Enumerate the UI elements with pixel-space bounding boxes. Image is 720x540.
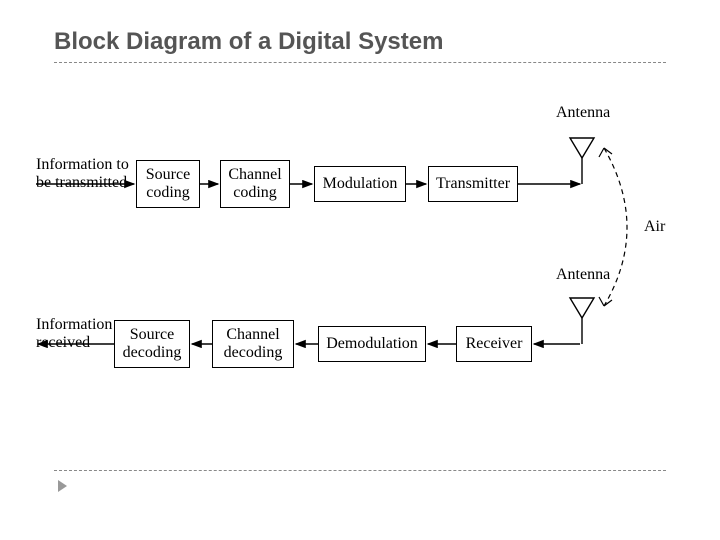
block-receiver: Receiver	[456, 326, 532, 362]
label-info-tx-l1: Information to	[36, 156, 129, 173]
label-info-rx-l1: Information	[36, 316, 112, 333]
label-info-tx: Information to be transmitted	[36, 156, 129, 193]
block-demodulation: Demodulation	[318, 326, 426, 362]
block-diagram: Information to be transmitted Informatio…	[36, 100, 684, 440]
slide-marker-icon	[58, 480, 67, 492]
label-info-rx-l2: received	[36, 334, 90, 351]
block-channel-decoding: Channel decoding	[212, 320, 294, 368]
block-modulation: Modulation	[314, 166, 406, 202]
block-channel-coding: Channel coding	[220, 160, 290, 208]
block-source-decoding: Source decoding	[114, 320, 190, 368]
divider-bottom	[54, 470, 666, 471]
label-info-tx-l2: be transmitted	[36, 174, 127, 191]
page-title: Block Diagram of a Digital System	[54, 28, 443, 56]
block-source-coding: Source coding	[136, 160, 200, 208]
antenna-rx-icon	[570, 298, 594, 344]
block-transmitter: Transmitter	[428, 166, 518, 202]
label-antenna-top: Antenna	[556, 104, 610, 122]
divider-top	[54, 62, 666, 63]
label-air: Air	[644, 218, 665, 236]
label-info-rx: Information received	[36, 316, 112, 353]
antenna-tx-icon	[570, 138, 594, 184]
label-antenna-bottom: Antenna	[556, 266, 610, 284]
